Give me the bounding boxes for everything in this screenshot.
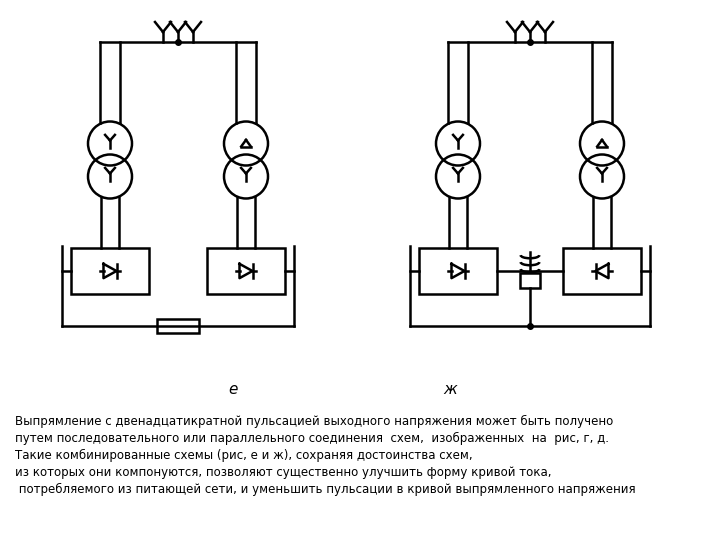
Text: е: е <box>228 382 238 397</box>
Text: из которых они компонуются, позволяют существенно улучшить форму кривой тока,: из которых они компонуются, позволяют су… <box>15 466 552 479</box>
Bar <box>71 248 149 294</box>
Text: Выпрямление с двенадцатикратной пульсацией выходного напряжения может быть получ: Выпрямление с двенадцатикратной пульсаци… <box>15 415 613 428</box>
Bar <box>157 319 199 333</box>
Bar <box>207 248 285 294</box>
Text: Такие комбинированные схемы (рис, е и ж), сохраняя достоинства схем,: Такие комбинированные схемы (рис, е и ж)… <box>15 449 472 462</box>
Text: потребляемого из питающей сети, и уменьшить пульсации в кривой выпрямленного нап: потребляемого из питающей сети, и уменьш… <box>15 483 636 496</box>
Text: путем последовательного или параллельного соединения  схем,  изображенных  на  р: путем последовательного или параллельног… <box>15 432 609 445</box>
Text: ж: ж <box>443 382 457 397</box>
Bar <box>520 273 540 288</box>
Bar <box>563 248 641 294</box>
Bar <box>419 248 497 294</box>
